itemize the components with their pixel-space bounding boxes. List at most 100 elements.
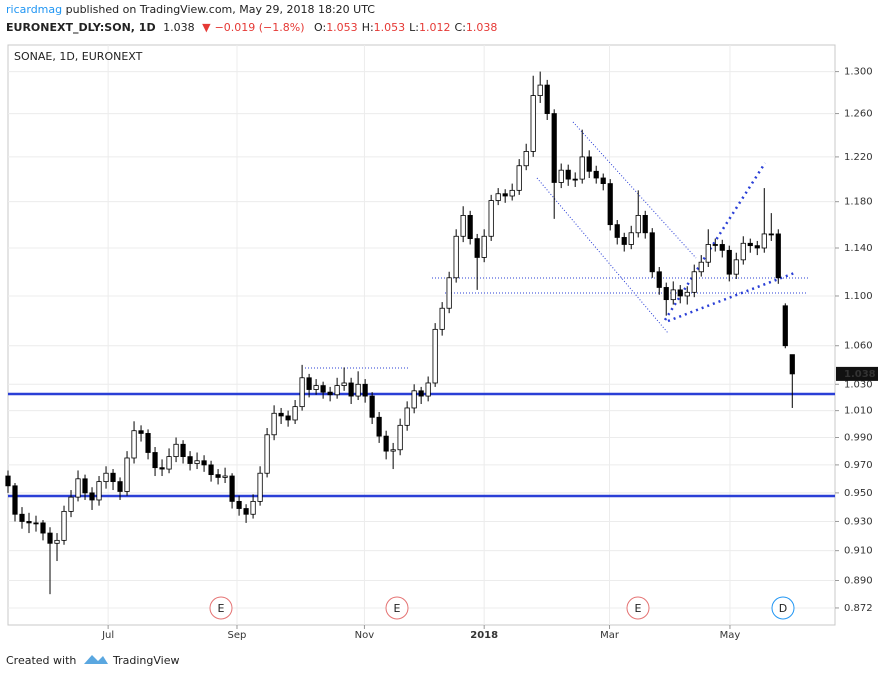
candle-body bbox=[558, 169, 564, 183]
candle-body bbox=[740, 242, 746, 261]
candle-body bbox=[138, 430, 144, 434]
candle-body bbox=[663, 287, 669, 301]
x-tick-label: Jul bbox=[101, 630, 114, 641]
candle-body bbox=[341, 382, 347, 386]
candle-body bbox=[572, 178, 578, 181]
candle-body bbox=[12, 485, 18, 515]
candle-body bbox=[523, 151, 529, 167]
y-tick-label: 1.100 bbox=[844, 291, 873, 302]
candle-body bbox=[54, 539, 60, 544]
candle-body bbox=[159, 467, 165, 470]
y-tick-label: 0.930 bbox=[844, 516, 873, 527]
y-tick-label: 1.300 bbox=[844, 67, 873, 78]
y-tick-label: 1.140 bbox=[844, 243, 873, 254]
event-circle bbox=[209, 596, 233, 620]
candle-body bbox=[467, 215, 473, 240]
plot-frame bbox=[7, 44, 836, 626]
candle-body bbox=[299, 377, 305, 408]
candle-body bbox=[208, 464, 214, 476]
brand[interactable]: TradingView bbox=[112, 654, 179, 667]
candle-body bbox=[502, 193, 508, 197]
candle-body bbox=[306, 377, 312, 390]
event-label: D bbox=[779, 602, 787, 615]
candle-body bbox=[775, 233, 781, 279]
candle-body bbox=[124, 457, 130, 492]
candle-body bbox=[656, 271, 662, 288]
candle-body bbox=[236, 500, 242, 509]
candle-body bbox=[747, 242, 753, 247]
x-tick-label: Mar bbox=[600, 630, 620, 641]
candle-body bbox=[453, 235, 459, 279]
candle-body bbox=[579, 156, 585, 180]
candle-body bbox=[271, 412, 277, 436]
last-price-box bbox=[836, 366, 878, 381]
candle-body bbox=[719, 244, 725, 251]
candle-body bbox=[222, 475, 228, 478]
candle-body bbox=[243, 508, 249, 515]
ohlc-value: 1.012 bbox=[419, 21, 451, 34]
event-marker[interactable]: D bbox=[771, 596, 795, 620]
y-tick-label: 1.180 bbox=[844, 197, 873, 208]
header: ricardmag published on TradingView.com, … bbox=[6, 3, 497, 34]
candle-body bbox=[26, 521, 32, 524]
candle-body bbox=[75, 478, 81, 498]
candle-body bbox=[684, 291, 690, 297]
candle-body bbox=[397, 424, 403, 451]
candle-body bbox=[691, 271, 697, 293]
candle-body bbox=[110, 472, 116, 483]
y-tick-label: 0.890 bbox=[844, 576, 873, 587]
candle-body bbox=[152, 452, 158, 469]
candle-body bbox=[278, 412, 284, 417]
created-with: Created with bbox=[6, 654, 76, 667]
candle-body bbox=[89, 492, 95, 501]
candle-body bbox=[285, 415, 291, 421]
candle-body bbox=[117, 481, 123, 492]
y-tick-label: 0.990 bbox=[844, 432, 873, 443]
event-marker[interactable]: E bbox=[209, 596, 233, 620]
event-circle bbox=[771, 596, 795, 620]
ohlc-value: 1.053 bbox=[374, 21, 406, 34]
y-tick-label: 1.260 bbox=[844, 109, 873, 120]
candle-body bbox=[68, 496, 74, 512]
candle-body bbox=[33, 522, 39, 525]
ohlc-label: O: bbox=[314, 21, 326, 34]
candle-body bbox=[600, 177, 606, 184]
event-circle bbox=[626, 596, 650, 620]
event-marker[interactable]: E bbox=[385, 596, 409, 620]
candle-body bbox=[551, 113, 557, 183]
x-tick-label: May bbox=[720, 630, 741, 641]
grid bbox=[8, 45, 835, 625]
candle-body bbox=[495, 193, 501, 201]
event-label: E bbox=[394, 602, 401, 615]
candle-body bbox=[390, 449, 396, 452]
candle-body bbox=[173, 443, 179, 458]
candle-body bbox=[712, 244, 718, 246]
candle-body bbox=[789, 354, 795, 375]
candle-body bbox=[257, 472, 263, 502]
candle-body bbox=[5, 475, 11, 487]
event-circle bbox=[385, 596, 409, 620]
candle-body bbox=[446, 277, 452, 309]
candle-body bbox=[201, 460, 207, 466]
candle-body bbox=[40, 522, 46, 534]
change: −0.019 (−1.8%) bbox=[215, 21, 305, 34]
candle-body bbox=[334, 385, 340, 396]
event-label: E bbox=[635, 602, 642, 615]
candle-body bbox=[383, 435, 389, 452]
candle-body bbox=[460, 215, 466, 237]
event-marker[interactable]: E bbox=[626, 596, 650, 620]
candle-body bbox=[537, 84, 543, 96]
y-tick-label: 0.950 bbox=[844, 488, 873, 499]
candle-body bbox=[635, 215, 641, 234]
x-tick-label: Sep bbox=[228, 630, 247, 641]
candle-body bbox=[782, 305, 788, 347]
candle-body bbox=[96, 481, 102, 501]
author[interactable]: ricardmag bbox=[6, 3, 62, 16]
footer: Created with TradingView bbox=[6, 654, 179, 667]
candles bbox=[5, 71, 795, 595]
y-tick-label: 1.220 bbox=[844, 152, 873, 163]
x-tick-label: Nov bbox=[355, 630, 375, 641]
candle-body bbox=[628, 232, 634, 245]
